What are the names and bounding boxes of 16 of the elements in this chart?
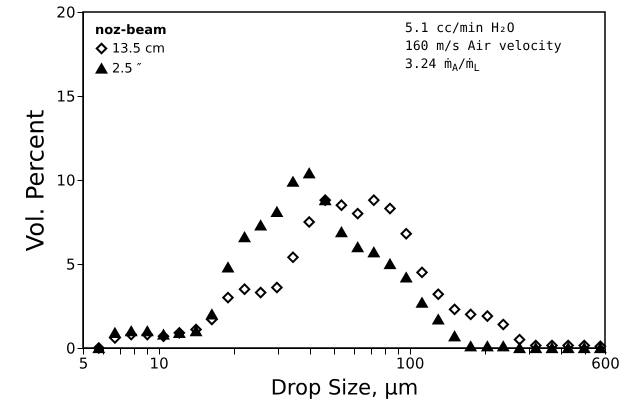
y-axis-title: Vol. Percent bbox=[21, 110, 50, 252]
x-tick-label: 10 bbox=[150, 354, 169, 372]
legend-label: 2.5 ″ bbox=[112, 62, 142, 76]
y-tick-label: 0 bbox=[66, 340, 76, 358]
legend-label: 13.5 cm bbox=[112, 42, 165, 56]
x-tick-label: 600 bbox=[591, 354, 620, 372]
annotation: 160 m/s Air velocity bbox=[405, 39, 562, 54]
y-tick-label: 15 bbox=[56, 88, 76, 106]
y-tick-label: 10 bbox=[56, 172, 76, 190]
x-tick-label: 5 bbox=[78, 354, 88, 372]
legend-title: noz-beam bbox=[95, 23, 167, 38]
y-tick-label: 5 bbox=[66, 256, 76, 274]
x-tick-label: 100 bbox=[396, 354, 424, 372]
y-tick-label: 20 bbox=[56, 4, 76, 22]
annotation: 5.1 cc/min H₂O bbox=[405, 21, 515, 36]
x-axis-title: Drop Size, μm bbox=[270, 376, 418, 400]
